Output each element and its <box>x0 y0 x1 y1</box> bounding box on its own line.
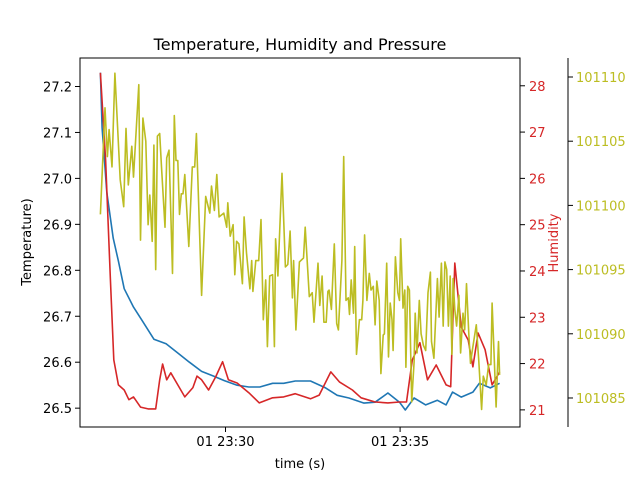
y-tick-label-pressure: 101085 <box>576 392 626 407</box>
y-tick-label-temperature: 27.2 <box>43 80 72 95</box>
y-tick-label-temperature: 26.7 <box>43 310 72 325</box>
y-tick-label-humidity: 28 <box>529 80 546 95</box>
y-tick-label-pressure: 101095 <box>576 264 626 279</box>
y-tick-label-temperature: 26.6 <box>43 356 72 371</box>
y-tick-label-humidity: 25 <box>529 219 546 234</box>
y-tick-label-humidity: 26 <box>529 172 546 187</box>
plot-frame <box>79 57 521 428</box>
y-tick-label-humidity: 21 <box>529 404 546 419</box>
y-tick-label-humidity: 22 <box>529 358 546 373</box>
x-tick-label: 01 23:30 <box>196 435 254 450</box>
y-tick-label-temperature: 26.9 <box>43 218 72 233</box>
series-line-humidity <box>99 72 501 410</box>
y-tick-label-temperature: 27.1 <box>43 126 72 141</box>
x-axis-label: time (s) <box>275 457 325 472</box>
y-tick-label-temperature: 26.8 <box>43 264 72 279</box>
chart-title: Temperature, Humidity and Pressure <box>153 35 447 54</box>
y-tick-label-temperature: 26.5 <box>43 402 72 417</box>
series-line-pressure <box>99 72 501 411</box>
y-axis-label-left: Temperature) <box>20 198 35 286</box>
y-tick-label-temperature: 27.0 <box>43 172 72 187</box>
y-tick-label-pressure: 101100 <box>576 199 626 214</box>
series-line-temperature <box>99 72 500 411</box>
y-tick-label-pressure: 101110 <box>576 71 626 86</box>
y-tick-label-pressure: 101090 <box>576 328 626 343</box>
y-tick-label-humidity: 23 <box>529 311 546 326</box>
y-tick-label-pressure: 101105 <box>576 135 626 150</box>
axis-layer: 01 23:30 01 23:35 26.5 26.6 26.7 26.8 26.9 27.0… <box>43 57 626 450</box>
y-tick-label-humidity: 27 <box>529 126 546 141</box>
y-axis-label-right: Humidity <box>547 213 562 272</box>
series-layer <box>99 72 501 411</box>
y-tick-label-humidity: 24 <box>529 265 546 280</box>
x-tick-label: 01 23:35 <box>371 435 429 450</box>
